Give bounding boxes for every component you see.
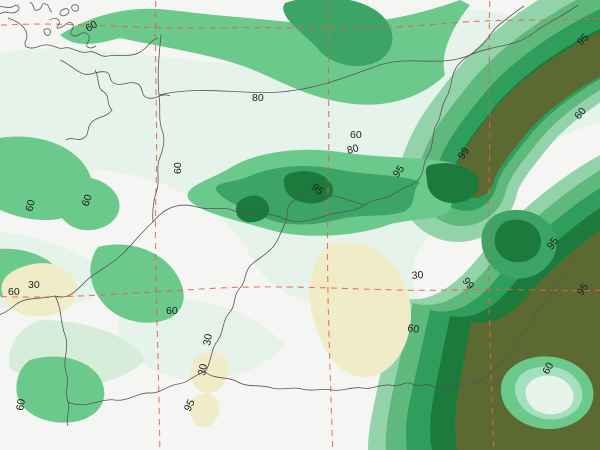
svg-text:80: 80 [252, 92, 264, 104]
svg-text:60: 60 [8, 286, 20, 298]
svg-text:60: 60 [172, 162, 184, 174]
svg-text:60: 60 [166, 305, 178, 317]
svg-text:60: 60 [406, 322, 420, 336]
svg-text:30: 30 [28, 279, 40, 291]
svg-text:30: 30 [196, 363, 210, 377]
svg-text:30: 30 [201, 333, 215, 347]
svg-text:60: 60 [14, 398, 28, 412]
svg-text:30: 30 [411, 269, 424, 282]
svg-text:60: 60 [350, 129, 362, 141]
